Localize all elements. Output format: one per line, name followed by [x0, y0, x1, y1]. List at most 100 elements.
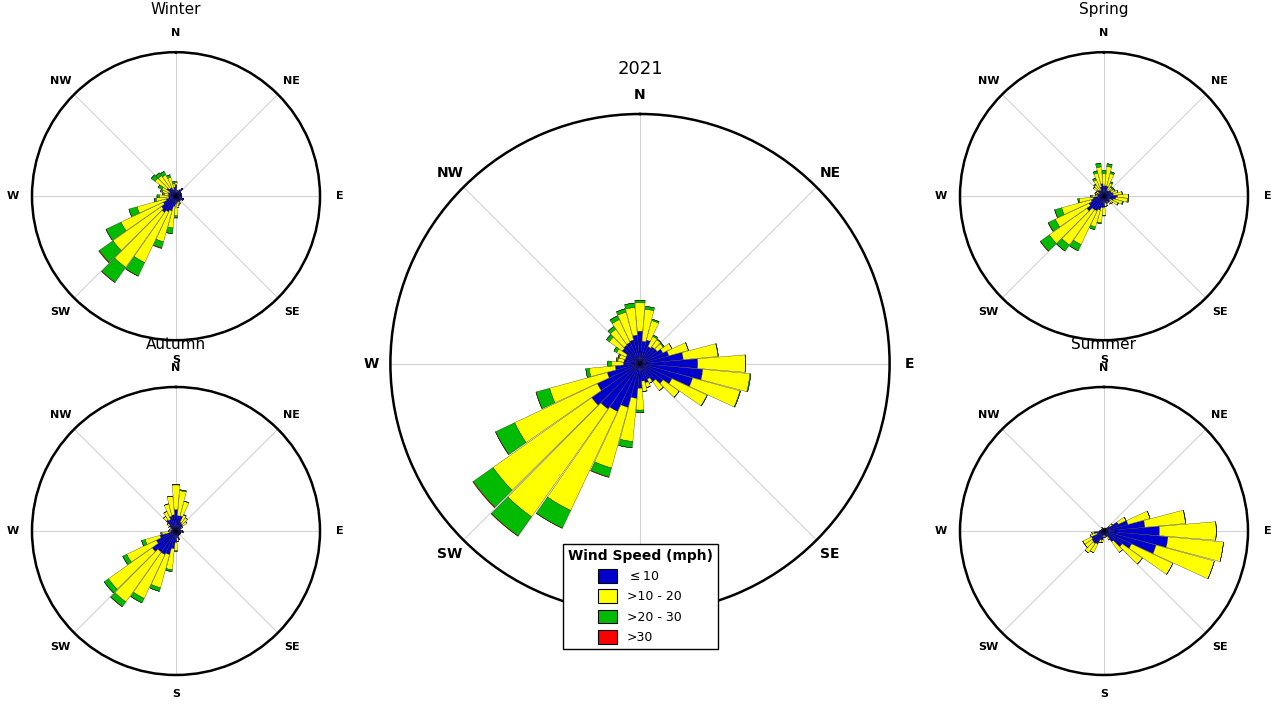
Bar	[622, 348, 640, 364]
Bar	[1093, 187, 1098, 191]
Bar	[630, 340, 640, 364]
Bar	[177, 194, 180, 196]
Bar	[627, 343, 640, 364]
Bar	[1091, 210, 1101, 227]
Bar	[640, 346, 650, 364]
Bar	[660, 343, 672, 353]
Bar	[474, 467, 512, 508]
Bar	[160, 171, 166, 176]
Bar	[1126, 511, 1149, 524]
Bar	[175, 182, 177, 185]
Bar	[179, 202, 180, 204]
Bar	[685, 343, 689, 351]
Bar	[600, 364, 640, 409]
Bar	[174, 542, 178, 551]
Bar	[177, 538, 179, 542]
Bar	[637, 364, 643, 388]
Bar	[1093, 180, 1101, 191]
Bar	[160, 531, 177, 538]
Bar	[1102, 529, 1105, 531]
Bar	[618, 354, 620, 358]
Bar	[1103, 197, 1105, 207]
Bar	[620, 355, 626, 359]
Bar	[1103, 191, 1107, 197]
Bar	[1107, 174, 1114, 186]
Bar	[169, 192, 177, 196]
Bar	[635, 303, 645, 331]
Bar	[125, 269, 138, 276]
Bar	[180, 515, 186, 523]
Bar	[640, 364, 650, 379]
Bar	[180, 527, 183, 528]
Bar	[607, 364, 640, 378]
Bar	[168, 523, 170, 526]
Bar	[1089, 225, 1096, 230]
Bar	[166, 175, 170, 179]
Bar	[177, 196, 178, 202]
Bar	[175, 531, 177, 542]
Bar	[591, 364, 640, 405]
Bar	[1103, 531, 1114, 541]
Bar	[1101, 197, 1103, 208]
Bar	[169, 196, 177, 198]
Bar	[1056, 239, 1070, 251]
Bar	[154, 198, 156, 202]
Bar	[151, 553, 169, 588]
Bar	[1112, 190, 1117, 194]
Bar	[1100, 531, 1105, 540]
Bar	[536, 497, 571, 528]
Bar	[1097, 190, 1103, 197]
Bar	[1096, 163, 1101, 168]
Bar	[166, 196, 177, 212]
Bar	[154, 245, 161, 248]
Bar	[609, 364, 640, 411]
Bar	[178, 539, 180, 540]
Bar	[1107, 536, 1110, 540]
Bar	[1102, 174, 1106, 186]
Bar	[1089, 197, 1103, 206]
Bar	[127, 540, 159, 562]
Bar	[1103, 190, 1111, 197]
Bar	[174, 510, 178, 531]
Bar	[640, 364, 703, 379]
Bar	[1100, 194, 1103, 197]
Bar	[177, 531, 180, 534]
Bar	[113, 207, 164, 251]
Bar	[1103, 197, 1114, 200]
Bar	[1106, 203, 1108, 206]
Bar	[123, 554, 132, 564]
Bar	[104, 579, 118, 593]
Bar	[177, 188, 183, 196]
Bar	[177, 531, 180, 533]
Bar	[1085, 539, 1093, 547]
Bar	[172, 515, 177, 531]
Bar	[640, 349, 663, 364]
Bar	[133, 552, 165, 598]
Title: Spring: Spring	[1079, 2, 1129, 17]
Bar	[161, 187, 170, 193]
Bar	[640, 347, 654, 364]
Bar	[1093, 184, 1096, 186]
Bar	[598, 364, 640, 390]
Bar	[163, 190, 169, 194]
Bar	[177, 196, 182, 198]
Bar	[109, 548, 155, 589]
Bar	[1111, 189, 1115, 193]
Bar	[131, 593, 145, 603]
Bar	[137, 199, 166, 213]
Bar	[177, 522, 182, 531]
Bar	[1097, 194, 1103, 197]
Bar	[145, 536, 161, 544]
Bar	[645, 382, 650, 387]
Bar	[640, 341, 645, 364]
Bar	[1103, 197, 1110, 202]
Bar	[106, 222, 125, 240]
Bar	[637, 331, 643, 364]
Bar	[640, 364, 663, 384]
Bar	[169, 194, 177, 196]
Bar	[1087, 197, 1103, 211]
Bar	[1114, 192, 1123, 195]
Bar	[1103, 192, 1111, 197]
Bar	[652, 319, 659, 323]
Bar	[1103, 186, 1108, 197]
